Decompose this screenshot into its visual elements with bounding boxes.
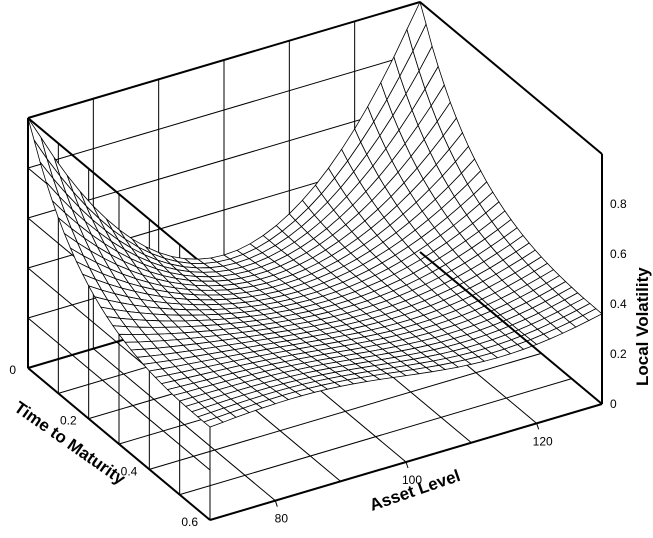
volatility-surface-mesh: [27, 0, 603, 428]
x-tick-label: 100: [402, 473, 422, 487]
y-tick-label: 0.6: [181, 515, 198, 529]
y-tick-label: 0.4: [121, 464, 138, 478]
x-tick-label: 120: [533, 434, 553, 448]
y-tick-label: 0: [9, 363, 16, 377]
tick-labels: 80 100 120 0 0.2 0.4 0.6 0 0.2 0.4 0.6 0.8: [9, 197, 627, 529]
z-tick-label: 0: [610, 397, 617, 411]
z-tick-label: 0.2: [610, 347, 627, 361]
grid-line: [27, 51, 421, 169]
grid-line: [179, 378, 572, 496]
x-tick-label: 80: [275, 512, 289, 526]
z-axis-label: Local Volatility: [633, 267, 652, 386]
box-edge: [27, 117, 211, 271]
y-axis-label: Time to Maturity: [11, 398, 130, 489]
x-tick-mark: [274, 500, 278, 507]
box-edge: [27, 367, 211, 521]
x-tick-mark: [405, 461, 409, 469]
y-tick-label: 0.2: [60, 414, 77, 428]
x-tick-mark: [536, 423, 540, 430]
grid-line: [27, 101, 421, 219]
z-tick-label: 0.6: [610, 247, 627, 261]
grid-line: [149, 352, 542, 470]
box-edge: [27, 1, 421, 119]
z-tick-label: 0.8: [610, 197, 627, 211]
grid-line: [27, 317, 211, 471]
box-edge: [419, 1, 603, 155]
box-edge: [419, 251, 603, 405]
z-tick-label: 0.4: [610, 297, 627, 311]
